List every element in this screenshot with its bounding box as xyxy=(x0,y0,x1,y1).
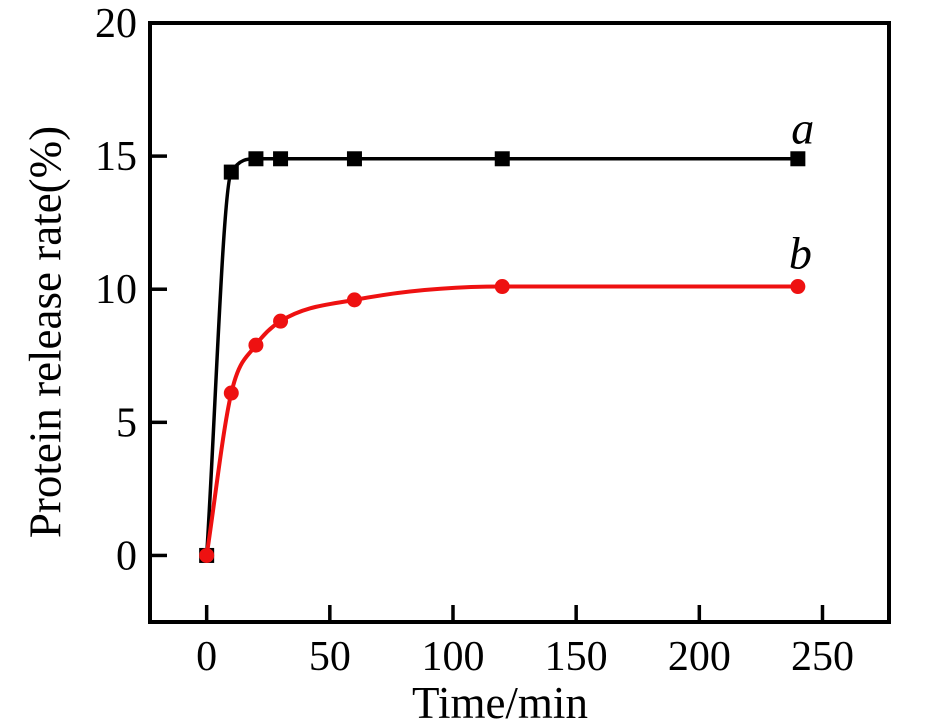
series-a-marker xyxy=(273,151,289,167)
x-axis-tick-label: 200 xyxy=(668,634,731,680)
series-a-marker xyxy=(248,151,264,167)
x-axis-title: Time/min xyxy=(412,678,588,724)
series-b-marker xyxy=(248,337,264,353)
series-a-marker xyxy=(790,151,806,167)
y-axis-tick-label: 20 xyxy=(95,1,137,47)
x-axis-tick-label: 100 xyxy=(421,634,484,680)
series-a-marker xyxy=(494,151,510,167)
x-axis-tick-label: 50 xyxy=(309,634,351,680)
y-axis-tick-label: 10 xyxy=(95,267,137,313)
y-axis-tick-label: 15 xyxy=(95,134,137,180)
x-axis-tick-label: 250 xyxy=(791,634,854,680)
series-a-marker xyxy=(223,164,239,180)
series-b-marker xyxy=(346,292,362,308)
series-label-b: b xyxy=(789,228,812,279)
series-b-marker xyxy=(273,313,289,329)
y-axis-tick-label: 0 xyxy=(116,533,137,579)
series-b-line xyxy=(204,284,798,556)
plot-border xyxy=(148,21,891,624)
series-b-marker xyxy=(494,279,510,295)
series-a-marker xyxy=(346,151,362,167)
x-axis-tick-label: 0 xyxy=(196,634,217,680)
y-axis-title: Protein release rate(%) xyxy=(20,125,71,539)
x-axis-tick-label: 150 xyxy=(545,634,608,680)
y-axis-tick-label: 5 xyxy=(116,400,137,446)
series-b-marker xyxy=(223,385,239,401)
series-b-marker xyxy=(790,279,806,295)
series-b-marker xyxy=(199,547,215,563)
series-a-line xyxy=(204,157,798,556)
series-label-a: a xyxy=(791,102,814,153)
